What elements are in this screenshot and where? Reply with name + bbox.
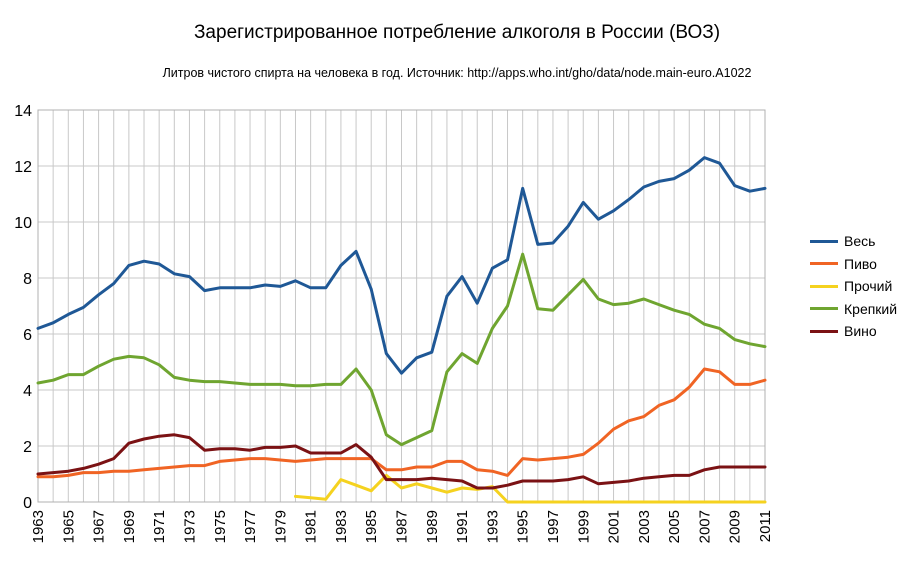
grid-layer [37, 109, 766, 503]
legend-label: Крепкий [844, 300, 898, 317]
y-tick-label: 4 [23, 383, 32, 400]
axes-layer: 0 2 4 6 8 10 12 14 1963 1965 1967 1969 1971 1973 1975 1… [14, 103, 774, 543]
chart-title: Зарегистрированное потребление алкоголя … [193, 22, 721, 43]
legend-swatch [810, 239, 838, 243]
x-tick-label: 2003 [636, 510, 653, 543]
legend-item: Прочий [810, 275, 897, 298]
x-tick-label: 1967 [91, 510, 108, 543]
legend-label: Прочий [844, 278, 893, 295]
legend-swatch [810, 262, 838, 266]
y-tick-label: 6 [23, 327, 32, 344]
x-tick-label: 1997 [545, 510, 562, 543]
x-tick-label: 1975 [212, 510, 229, 543]
series-line-Вино [36, 433, 767, 490]
legend-label: Весь [844, 233, 876, 250]
legend-item: Вино [810, 320, 897, 343]
series-line-Весь [36, 156, 767, 375]
x-tick-label: 1971 [151, 510, 168, 543]
legend-swatch [810, 307, 838, 311]
x-tick-label: 1995 [515, 510, 532, 543]
legend-item: Пиво [810, 253, 897, 276]
x-tick-label: 1999 [575, 510, 592, 543]
legend-item: Крепкий [810, 298, 897, 321]
legend-label: Пиво [844, 255, 877, 272]
x-tick-label: 1991 [454, 510, 471, 543]
series-line-Крепкий [36, 252, 767, 447]
x-tick-label: 1969 [121, 510, 138, 543]
x-tick-label: 1973 [181, 510, 198, 543]
x-tick-label: 2005 [666, 510, 683, 543]
series-line-Пиво [36, 367, 767, 479]
legend-label: Вино [844, 323, 877, 340]
y-tick-label: 10 [14, 215, 32, 232]
x-tick-label: 2011 [757, 510, 774, 542]
y-tick-label: 2 [23, 439, 32, 456]
x-tick-label: 1987 [394, 510, 411, 543]
legend-item: Весь [810, 230, 897, 253]
x-tick-label: 2007 [696, 510, 713, 543]
x-tick-label: 1989 [424, 510, 441, 543]
x-tick-label: 1985 [363, 510, 380, 543]
legend-swatch [810, 329, 838, 333]
y-tick-label: 8 [23, 271, 32, 288]
x-tick-label: 1993 [484, 510, 501, 543]
y-tick-label: 0 [23, 495, 32, 512]
y-tick-label: 14 [14, 103, 32, 120]
x-tick-label: 1963 [30, 510, 47, 543]
y-tick-label: 12 [14, 159, 32, 176]
series-line-Прочий [293, 473, 767, 504]
legend-swatch [810, 284, 838, 288]
x-tick-label: 1981 [303, 510, 320, 543]
x-tick-label: 2001 [606, 510, 623, 543]
x-tick-label: 1983 [333, 510, 350, 543]
x-tick-label: 1977 [242, 510, 259, 543]
x-tick-label: 2009 [727, 510, 744, 543]
chart-subtitle: Литров чистого спирта на человека в год.… [162, 66, 752, 80]
plot-frame [37, 109, 766, 503]
legend: Весь Пиво Прочий Крепкий Вино [810, 230, 897, 343]
x-tick-label: 1965 [60, 510, 77, 543]
series-layer [36, 156, 767, 504]
x-tick-label: 1979 [272, 510, 289, 543]
